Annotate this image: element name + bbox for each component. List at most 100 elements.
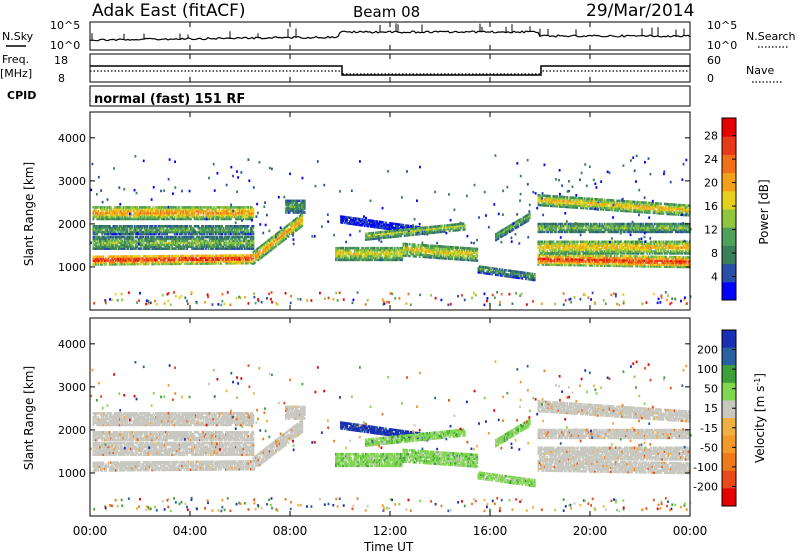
power-cell	[180, 230, 182, 234]
power-cell	[171, 258, 174, 262]
power-cell	[361, 222, 364, 225]
power-cell	[373, 252, 376, 256]
power-cell	[123, 225, 126, 228]
power-cell	[170, 258, 172, 262]
power-cell	[201, 247, 204, 250]
power-cell	[221, 239, 224, 243]
power-cell	[253, 261, 256, 265]
power-cell	[158, 206, 161, 209]
power-cell	[190, 258, 192, 262]
power-cell	[205, 235, 207, 239]
power-cell	[365, 218, 367, 222]
power-cell	[423, 230, 426, 234]
power-cell	[348, 258, 351, 262]
power-cell	[466, 256, 469, 260]
power-cell	[215, 213, 217, 217]
power-cell	[471, 259, 474, 262]
power-cell	[108, 243, 111, 247]
power-cell	[236, 228, 239, 232]
power-cell	[196, 247, 199, 250]
power-cell	[186, 215, 189, 219]
power-cell	[127, 247, 130, 250]
power-cell	[95, 232, 97, 236]
power-cell	[118, 215, 121, 219]
power-cell	[408, 250, 411, 254]
power-cell	[382, 225, 385, 228]
power-cell	[375, 258, 377, 262]
power-cell	[236, 211, 239, 215]
power-cell	[237, 243, 240, 247]
power-cell	[252, 250, 255, 254]
power-cell	[416, 247, 419, 251]
power-cell	[191, 235, 194, 239]
power-cell	[170, 228, 172, 232]
power-cell	[241, 226, 244, 230]
power-cell	[283, 238, 286, 241]
power-cell	[408, 230, 411, 234]
power-cell	[155, 226, 157, 230]
power-cell	[442, 249, 445, 252]
power-cell	[182, 209, 185, 213]
power-cell	[131, 261, 134, 264]
power-cell	[155, 230, 157, 234]
power-cell	[385, 225, 387, 228]
power-cell	[298, 207, 301, 210]
power-cell	[197, 208, 200, 211]
power-cell	[401, 252, 404, 256]
power-cell	[122, 257, 125, 260]
power-cell	[201, 228, 204, 232]
power-cell	[231, 247, 234, 250]
power-cell	[295, 205, 297, 208]
power-cell	[141, 259, 144, 262]
power-cell	[215, 247, 217, 250]
power-cell	[208, 258, 211, 261]
power-cell	[120, 217, 122, 221]
power-cell	[300, 219, 302, 223]
power-cell	[157, 260, 160, 264]
power-cell	[156, 247, 159, 250]
power-cell	[243, 213, 246, 217]
power-cell	[178, 226, 181, 230]
power-cell	[125, 261, 127, 264]
power-cell	[100, 239, 102, 243]
power-cell	[291, 230, 294, 234]
power-cell	[190, 237, 192, 241]
power-cell	[206, 254, 209, 258]
power-cell	[162, 258, 165, 262]
power-cell	[166, 213, 169, 217]
power-cell	[136, 208, 139, 211]
power-cell	[98, 255, 101, 259]
power-cell	[207, 258, 210, 261]
power-cell	[173, 215, 176, 219]
power-cell	[508, 273, 511, 276]
power-cell	[427, 248, 430, 251]
station-title: Adak East (fitACF)	[92, 1, 246, 21]
power-cell	[212, 258, 215, 261]
power-cell	[135, 259, 137, 262]
power-cell	[402, 252, 405, 255]
power-cell	[280, 231, 282, 234]
power-cell	[143, 255, 146, 258]
power-cell	[348, 216, 351, 220]
power-cell	[105, 243, 107, 247]
power-cell	[365, 232, 367, 236]
power-cell	[495, 273, 497, 277]
power-cell	[370, 235, 372, 239]
power-cell	[110, 228, 112, 232]
power-cell	[153, 215, 156, 219]
power-cell	[180, 245, 182, 248]
power-cell	[168, 247, 171, 250]
power-cell	[506, 273, 509, 276]
power-cell	[195, 260, 197, 264]
power-cell	[403, 254, 406, 257]
power-cell	[256, 249, 259, 253]
power-cell	[165, 228, 167, 232]
power-cell	[112, 247, 115, 250]
power-cell	[201, 215, 204, 219]
power-cell	[140, 262, 142, 266]
power-cell	[191, 241, 194, 245]
power-cell	[153, 208, 156, 211]
power-cell	[380, 222, 382, 226]
power-cell	[98, 228, 101, 232]
power-cell	[110, 235, 112, 239]
